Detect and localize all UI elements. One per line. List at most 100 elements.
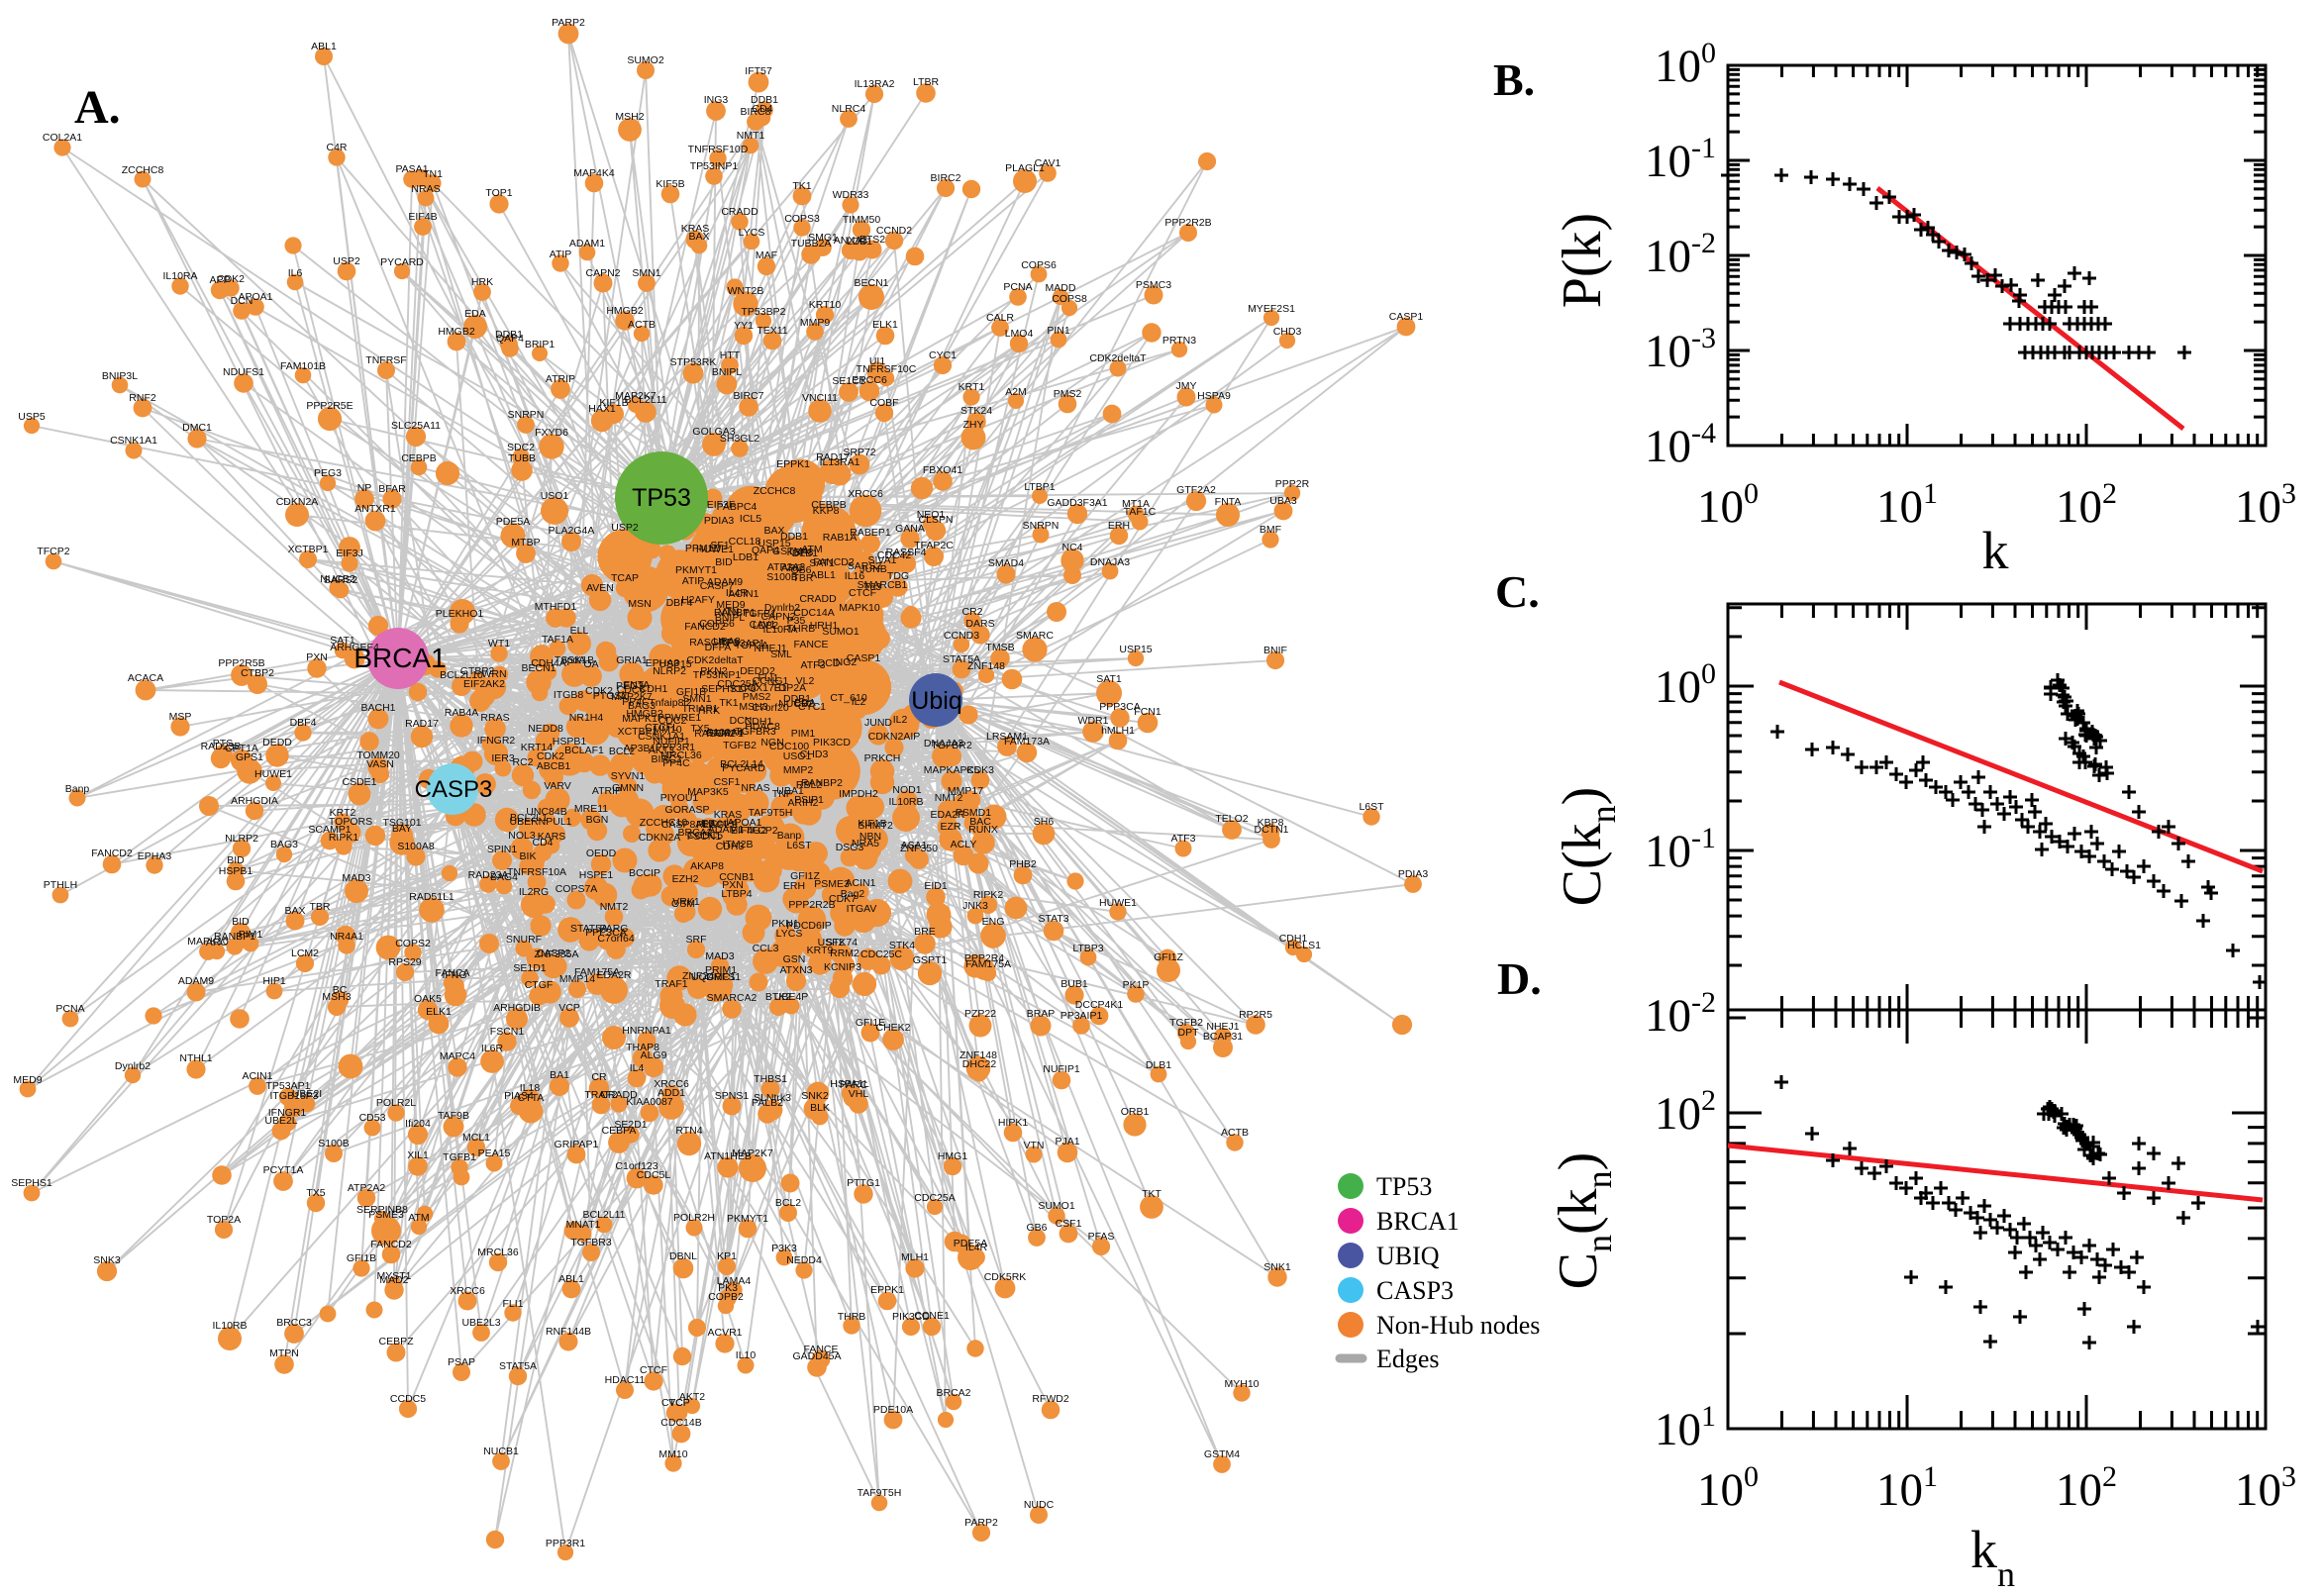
svg-text:KIF5B: KIF5B	[656, 178, 684, 190]
svg-text:PIK3CD: PIK3CD	[892, 1311, 930, 1323]
svg-text:TGFB1: TGFB1	[443, 1151, 476, 1163]
svg-text:MADD: MADD	[1046, 282, 1076, 294]
svg-text:CDK2deltaT: CDK2deltaT	[1089, 352, 1147, 364]
svg-text:LYCS: LYCS	[739, 227, 765, 239]
svg-text:NLRP2: NLRP2	[225, 833, 258, 845]
svg-text:SNK2: SNK2	[801, 1090, 829, 1102]
svg-text:LDB1: LDB1	[847, 236, 872, 248]
svg-text:EIF2AK2: EIF2AK2	[463, 678, 505, 690]
svg-text:MNAT1: MNAT1	[566, 1219, 601, 1231]
svg-text:APP: APP	[209, 274, 230, 286]
svg-text:CEBPZ: CEBPZ	[378, 1336, 414, 1347]
svg-text:STP53RK: STP53RK	[670, 356, 717, 368]
svg-text:USP2: USP2	[333, 255, 360, 267]
svg-text:CDKN2A: CDKN2A	[276, 496, 319, 508]
svg-text:ARHGDIB: ARHGDIB	[493, 1002, 541, 1014]
svg-text:COX17E1: COX17E1	[740, 682, 786, 694]
svg-text:LTBP1: LTBP1	[1024, 481, 1055, 493]
svg-text:PXN: PXN	[306, 651, 328, 663]
svg-text:TAF1C: TAF1C	[1124, 506, 1157, 518]
svg-text:UBE2L3: UBE2L3	[461, 1317, 500, 1329]
svg-text:RRAS: RRAS	[480, 712, 509, 724]
svg-text:DNAJA3: DNAJA3	[924, 738, 963, 749]
svg-text:STK74: STK74	[826, 937, 858, 948]
svg-text:CLSPN: CLSPN	[918, 514, 953, 526]
svg-text:USO1: USO1	[541, 490, 569, 502]
svg-text:BIRC2: BIRC2	[931, 172, 961, 184]
svg-text:HMGB2: HMGB2	[606, 305, 644, 317]
svg-text:RNF2: RNF2	[129, 392, 156, 404]
svg-text:NMT1: NMT1	[737, 130, 765, 142]
svg-text:XRCC6: XRCC6	[654, 1078, 689, 1090]
svg-text:A.: A.	[74, 81, 121, 134]
svg-text:CDH4A: CDH4A	[531, 657, 566, 669]
svg-text:HSPB1: HSPB1	[553, 736, 587, 748]
svg-text:DDB1: DDB1	[495, 329, 523, 341]
svg-text:TDG: TDG	[887, 570, 909, 582]
svg-text:C7orf20: C7orf20	[752, 702, 789, 714]
svg-text:CCND3: CCND3	[944, 630, 979, 642]
svg-text:CD4: CD4	[752, 103, 772, 115]
svg-text:SERPINB8: SERPINB8	[356, 1204, 408, 1216]
svg-text:DARS: DARS	[965, 618, 994, 630]
svg-text:IL6: IL6	[288, 267, 303, 279]
svg-text:CCDC5: CCDC5	[390, 1393, 426, 1405]
svg-text:TAF9T5H: TAF9T5H	[858, 1487, 902, 1499]
svg-text:KBP8: KBP8	[1258, 817, 1284, 829]
svg-text:CRADD: CRADD	[721, 206, 758, 218]
svg-text:HSPA1L: HSPA1L	[830, 1078, 869, 1090]
svg-text:NEO1: NEO1	[917, 509, 946, 521]
svg-text:CDK2: CDK2	[217, 273, 245, 285]
svg-text:CDH3: CDH3	[716, 841, 745, 852]
svg-text:C7orf64: C7orf64	[597, 933, 635, 945]
svg-text:AKT3: AKT3	[649, 745, 674, 756]
svg-text:HMGB2: HMGB2	[626, 708, 663, 720]
svg-text:USF2: USF2	[818, 937, 845, 948]
svg-text:PSMC3: PSMC3	[1136, 279, 1171, 291]
svg-text:SPNS1: SPNS1	[715, 1090, 750, 1102]
svg-text:BRCA2: BRCA2	[677, 827, 712, 839]
svg-text:GADD45A: GADD45A	[792, 1350, 841, 1362]
svg-text:NRA5: NRA5	[852, 838, 879, 849]
svg-text:MYH10: MYH10	[1224, 1378, 1259, 1390]
svg-text:NTHL1: NTHL1	[179, 1052, 212, 1064]
svg-text:MMP14: MMP14	[559, 973, 595, 985]
svg-text:NEDD8: NEDD8	[528, 723, 563, 735]
svg-text:GB6: GB6	[1026, 1222, 1047, 1234]
svg-text:ZCCHC10: ZCCHC10	[640, 817, 688, 829]
svg-text:FAM175A: FAM175A	[965, 958, 1011, 970]
svg-text:PSME3: PSME3	[814, 878, 850, 890]
svg-text:SARS2: SARS2	[324, 574, 358, 586]
svg-text:PPP2R2B: PPP2R2B	[788, 899, 835, 911]
svg-text:TOPORS: TOPORS	[329, 816, 372, 828]
svg-text:ARHGDIA: ARHGDIA	[231, 795, 278, 807]
svg-text:RAD51L1: RAD51L1	[409, 891, 454, 903]
svg-text:TRAF1: TRAF1	[655, 978, 687, 990]
svg-text:Banp: Banp	[777, 830, 802, 842]
svg-text:NR4A1: NR4A1	[330, 931, 363, 943]
svg-text:PIAS4: PIAS4	[504, 1090, 534, 1102]
svg-text:VL2: VL2	[796, 675, 815, 687]
svg-text:100: 100	[1697, 477, 1759, 533]
svg-text:BIRC7: BIRC7	[734, 390, 764, 402]
svg-text:PDE10A: PDE10A	[873, 1404, 913, 1416]
svg-text:CASP1: CASP1	[1389, 311, 1424, 323]
svg-text:COPS6: COPS6	[1021, 259, 1057, 271]
svg-text:TNFRSF10D: TNFRSF10D	[688, 144, 749, 155]
svg-text:EIF3F: EIF3F	[707, 499, 736, 511]
svg-text:POLR2L: POLR2L	[376, 1097, 416, 1109]
svg-text:TBR: TBR	[310, 901, 331, 913]
svg-text:102: 102	[2056, 1460, 2117, 1516]
svg-text:IFNGR1: IFNGR1	[268, 1107, 307, 1119]
svg-text:GSPT1: GSPT1	[913, 954, 948, 966]
svg-text:CR2: CR2	[961, 606, 982, 618]
svg-text:k: k	[1982, 521, 2009, 580]
svg-text:KRT9: KRT9	[807, 945, 834, 956]
svg-text:BID: BID	[227, 854, 245, 866]
svg-text:GRIA1: GRIA1	[616, 654, 648, 666]
svg-text:S100B: S100B	[318, 1138, 350, 1149]
svg-text:ITGB18P3: ITGB18P3	[269, 1090, 318, 1102]
svg-text:PMS2: PMS2	[1054, 388, 1082, 400]
svg-text:SRF: SRF	[686, 934, 707, 946]
svg-text:TOP2A: TOP2A	[207, 1214, 241, 1226]
